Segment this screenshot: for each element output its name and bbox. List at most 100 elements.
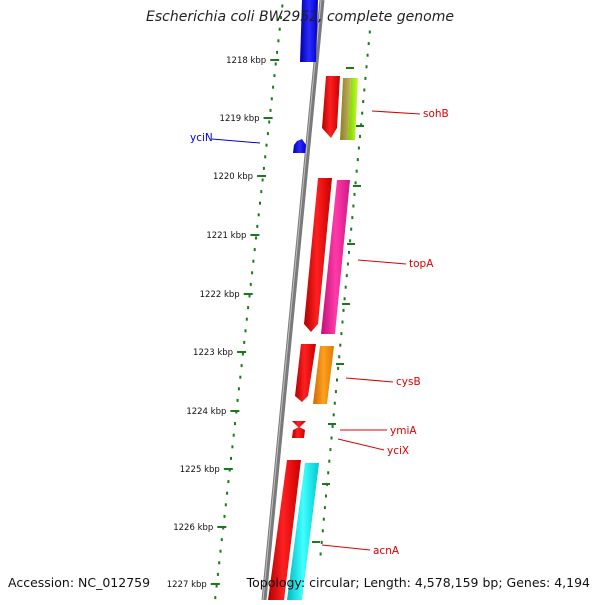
strand-tick: [353, 185, 361, 187]
scale-ring-dot: [245, 317, 248, 321]
feature-pink: [321, 180, 350, 334]
feature-cysB: [295, 344, 316, 402]
scale-ring-dot: [231, 445, 234, 449]
scale-ring-dot: [236, 398, 239, 402]
feature-cyan: [287, 463, 319, 600]
strand-tick: [322, 483, 330, 485]
scale-ring-dot: [277, 39, 280, 43]
scale-ring-dot: [219, 549, 222, 553]
feature-yciX: [292, 427, 305, 438]
scale-ring-dot: [273, 74, 276, 78]
strand-tick: [356, 125, 364, 127]
strand-ring-dot: [333, 401, 336, 405]
scale-tick-label: 1222 kbp: [200, 290, 240, 300]
gene-label-topA[interactable]: topA: [409, 258, 434, 270]
feature-olive: [340, 78, 351, 140]
scale-tick: [270, 59, 280, 61]
scale-ring-dot: [272, 85, 275, 89]
strand-ring-dot: [350, 227, 353, 231]
scale-ring-dot: [274, 62, 277, 66]
gene-label-sohB[interactable]: sohB: [423, 108, 449, 120]
gene-label-yciX[interactable]: yciX: [387, 445, 409, 457]
strand-ring-dot: [355, 169, 358, 173]
scale-ring-dot: [243, 340, 246, 344]
gene-labels: sohB yciN topA cysB ymiA yciX acnA: [190, 108, 449, 557]
strand-ring-dot: [368, 30, 371, 34]
scale-ring-dot: [220, 538, 223, 542]
strand-ring-dot: [363, 88, 366, 92]
gene-label-acnA[interactable]: acnA: [373, 545, 400, 557]
scale-ring-dot: [215, 584, 218, 588]
feature-sohB: [322, 76, 340, 138]
scale-ring-dot: [256, 224, 259, 228]
scale-tick: [223, 468, 233, 470]
gene-label-ymiA[interactable]: ymiA: [390, 425, 417, 437]
gene-label-yciN[interactable]: yciN: [190, 132, 213, 144]
gene-label-cysB[interactable]: cysB: [396, 376, 421, 388]
scale-tick-label: 1220 kbp: [213, 172, 253, 182]
strand-ring-dot: [359, 134, 361, 138]
feature-yciN: [293, 139, 306, 153]
genome-title: Escherichia coli BW2952, complete genome: [146, 9, 454, 25]
scale-tick-label: 1221 kbp: [206, 231, 246, 241]
scale-ring-dot: [262, 166, 265, 170]
scale-ring-dot: [259, 201, 261, 205]
scale-tick-label: 1223 kbp: [193, 348, 233, 358]
scale-ring-dot: [247, 306, 250, 310]
scale-ring-dot: [257, 213, 260, 217]
strand-ring-dot: [329, 448, 332, 452]
strand-ring-dot: [357, 146, 360, 150]
scale-ring-dot: [280, 16, 282, 20]
strand-ring-dot: [337, 366, 340, 370]
strand-ring-dot: [361, 111, 364, 115]
strand-ring-dot: [365, 65, 368, 69]
scale-ring-dot: [249, 282, 252, 286]
strand-ring-dot: [349, 239, 352, 243]
scale-ring-dot: [241, 352, 244, 356]
strand-ring-dot: [334, 390, 337, 394]
scale-tick: [210, 583, 220, 585]
scale-ring-dot: [240, 364, 243, 368]
scale-ring-dot: [239, 375, 242, 379]
feature-orange: [313, 346, 334, 404]
scale-ring-dot: [269, 108, 272, 112]
strand-ring-dot: [322, 517, 325, 521]
feature-lime: [348, 78, 358, 140]
scale-ring-dot: [216, 572, 219, 576]
scale-ring-dot: [260, 190, 263, 194]
scale-tick-label: 1224 kbp: [186, 407, 226, 417]
strand-ring-dot: [323, 506, 326, 510]
strand-ring-dot: [366, 53, 369, 57]
scale-ring-dot: [214, 596, 217, 600]
strand-tick: [312, 541, 320, 543]
strand-ring-dot: [321, 529, 324, 533]
scale-tick: [217, 526, 227, 528]
scale-tick-label: 1227 kbp: [167, 580, 207, 590]
scale-tick: [230, 410, 240, 412]
strand-ring-dot: [339, 343, 342, 347]
scale-ring-dot: [268, 120, 271, 124]
strand-ring-dot: [332, 413, 335, 417]
scale-ring-dot: [244, 329, 247, 333]
strand-ring-dot: [356, 158, 359, 162]
strand-ring-dot: [338, 355, 341, 359]
scale-ring-dot: [224, 503, 227, 507]
scale-tick: [237, 351, 247, 353]
strand-ring-dot: [341, 320, 344, 324]
strand-ring-dot: [348, 250, 350, 254]
strand-ring-dot: [351, 216, 354, 220]
strand-ring-dot: [340, 332, 343, 336]
strand-ring-dot: [346, 262, 349, 266]
scale-ring-dot: [276, 50, 279, 54]
genome-backbone-highlight: [262, 0, 322, 601]
strand-ring-dot: [319, 552, 322, 556]
scale-tick-label: 1218 kbp: [226, 56, 266, 66]
scale-ring-dot: [226, 491, 229, 495]
scale-ring-dot: [230, 456, 232, 460]
strand-tick: [342, 303, 350, 305]
scale-ring-dot: [227, 480, 230, 484]
scale-tick-label: 1219 kbp: [220, 114, 260, 124]
accession-text: Accession: NC_012759: [8, 575, 151, 590]
